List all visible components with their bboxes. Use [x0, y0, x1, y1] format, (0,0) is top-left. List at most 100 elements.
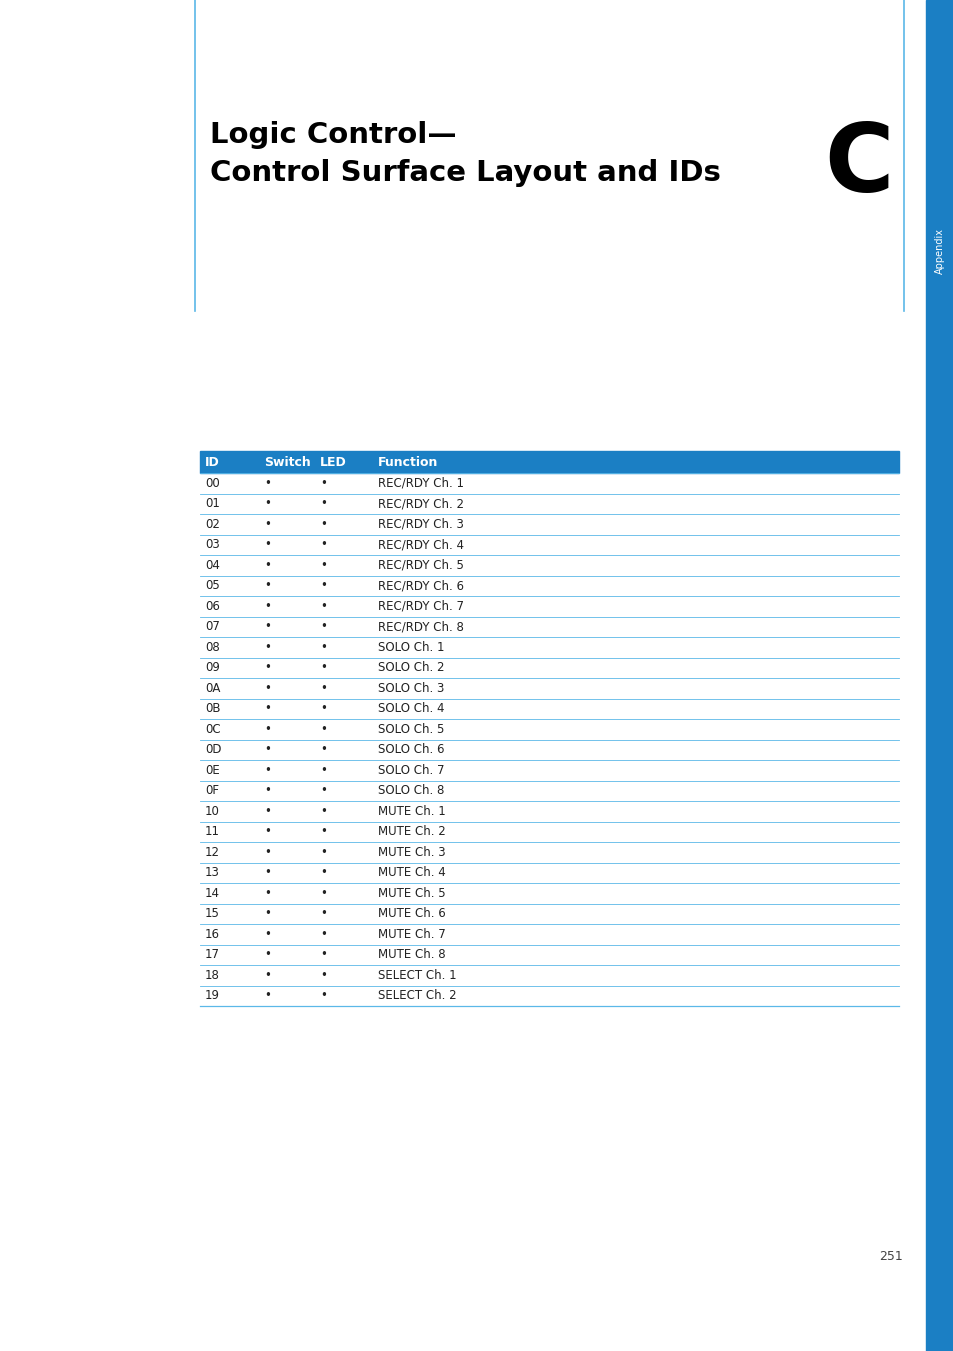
Text: 16: 16 — [205, 928, 220, 940]
Text: 04: 04 — [205, 559, 219, 571]
Text: •: • — [264, 477, 271, 490]
Text: •: • — [320, 784, 327, 797]
Text: MUTE Ch. 1: MUTE Ch. 1 — [378, 805, 446, 817]
Text: SOLO Ch. 6: SOLO Ch. 6 — [378, 743, 444, 757]
Text: 0D: 0D — [205, 743, 221, 757]
Text: SOLO Ch. 2: SOLO Ch. 2 — [378, 661, 444, 674]
Text: 14: 14 — [205, 886, 220, 900]
Text: •: • — [320, 743, 327, 757]
Text: 0F: 0F — [205, 784, 219, 797]
Text: •: • — [264, 825, 271, 838]
Text: 15: 15 — [205, 908, 219, 920]
Text: •: • — [264, 723, 271, 736]
Text: 02: 02 — [205, 517, 219, 531]
Text: REC/RDY Ch. 7: REC/RDY Ch. 7 — [378, 600, 464, 613]
Text: •: • — [320, 661, 327, 674]
Text: •: • — [320, 517, 327, 531]
Text: •: • — [264, 703, 271, 715]
Text: •: • — [320, 948, 327, 962]
Text: •: • — [264, 517, 271, 531]
Bar — [925, 0, 953, 1351]
Text: •: • — [320, 825, 327, 838]
Text: •: • — [320, 600, 327, 613]
Text: 0E: 0E — [205, 763, 219, 777]
Text: SOLO Ch. 8: SOLO Ch. 8 — [378, 784, 444, 797]
Text: •: • — [320, 580, 327, 592]
Text: •: • — [320, 846, 327, 859]
Text: Appendix: Appendix — [934, 228, 944, 274]
Text: MUTE Ch. 6: MUTE Ch. 6 — [378, 908, 446, 920]
Text: •: • — [264, 866, 271, 880]
Text: 251: 251 — [879, 1250, 902, 1262]
Text: •: • — [264, 846, 271, 859]
Text: REC/RDY Ch. 3: REC/RDY Ch. 3 — [378, 517, 464, 531]
Text: MUTE Ch. 3: MUTE Ch. 3 — [378, 846, 445, 859]
Text: REC/RDY Ch. 5: REC/RDY Ch. 5 — [378, 559, 464, 571]
Text: •: • — [320, 969, 327, 982]
Text: REC/RDY Ch. 2: REC/RDY Ch. 2 — [378, 497, 464, 511]
Text: •: • — [264, 580, 271, 592]
Text: 06: 06 — [205, 600, 219, 613]
Text: SOLO Ch. 3: SOLO Ch. 3 — [378, 682, 444, 694]
Text: •: • — [264, 886, 271, 900]
Text: Function: Function — [378, 455, 438, 469]
Text: •: • — [320, 866, 327, 880]
Text: •: • — [264, 948, 271, 962]
Text: •: • — [320, 908, 327, 920]
Text: MUTE Ch. 2: MUTE Ch. 2 — [378, 825, 446, 838]
Text: •: • — [264, 805, 271, 817]
Text: SOLO Ch. 1: SOLO Ch. 1 — [378, 640, 444, 654]
Text: 0A: 0A — [205, 682, 220, 694]
Text: •: • — [320, 805, 327, 817]
Text: 00: 00 — [205, 477, 219, 490]
Text: •: • — [320, 682, 327, 694]
Text: •: • — [320, 538, 327, 551]
Text: •: • — [264, 989, 271, 1002]
Text: •: • — [264, 538, 271, 551]
Text: REC/RDY Ch. 4: REC/RDY Ch. 4 — [378, 538, 464, 551]
Text: 17: 17 — [205, 948, 220, 962]
Text: 05: 05 — [205, 580, 219, 592]
Text: REC/RDY Ch. 1: REC/RDY Ch. 1 — [378, 477, 464, 490]
Text: •: • — [264, 969, 271, 982]
Text: •: • — [320, 989, 327, 1002]
Text: •: • — [264, 784, 271, 797]
Text: •: • — [264, 559, 271, 571]
Text: •: • — [264, 497, 271, 511]
Text: •: • — [264, 620, 271, 634]
Text: 12: 12 — [205, 846, 220, 859]
Text: •: • — [320, 928, 327, 940]
Text: •: • — [320, 723, 327, 736]
Text: SOLO Ch. 7: SOLO Ch. 7 — [378, 763, 444, 777]
Text: MUTE Ch. 7: MUTE Ch. 7 — [378, 928, 446, 940]
Text: SOLO Ch. 4: SOLO Ch. 4 — [378, 703, 444, 715]
Text: MUTE Ch. 4: MUTE Ch. 4 — [378, 866, 446, 880]
Text: 18: 18 — [205, 969, 219, 982]
Text: •: • — [320, 886, 327, 900]
Text: •: • — [320, 497, 327, 511]
Text: 01: 01 — [205, 497, 219, 511]
Text: 08: 08 — [205, 640, 219, 654]
Text: 11: 11 — [205, 825, 220, 838]
Text: •: • — [320, 763, 327, 777]
Text: •: • — [264, 928, 271, 940]
Text: •: • — [264, 682, 271, 694]
Text: 07: 07 — [205, 620, 219, 634]
Text: •: • — [264, 908, 271, 920]
Text: 10: 10 — [205, 805, 219, 817]
Text: 0B: 0B — [205, 703, 220, 715]
Text: •: • — [264, 600, 271, 613]
Text: REC/RDY Ch. 8: REC/RDY Ch. 8 — [378, 620, 464, 634]
Text: REC/RDY Ch. 6: REC/RDY Ch. 6 — [378, 580, 464, 592]
Text: Logic Control—: Logic Control— — [210, 122, 456, 149]
Text: •: • — [264, 640, 271, 654]
Text: •: • — [264, 763, 271, 777]
Text: Control Surface Layout and IDs: Control Surface Layout and IDs — [210, 159, 720, 186]
Text: •: • — [320, 559, 327, 571]
Text: SELECT Ch. 1: SELECT Ch. 1 — [378, 969, 456, 982]
Text: SELECT Ch. 2: SELECT Ch. 2 — [378, 989, 456, 1002]
Text: •: • — [264, 743, 271, 757]
Bar — [200, 451, 898, 473]
Text: ID: ID — [205, 455, 219, 469]
Text: MUTE Ch. 8: MUTE Ch. 8 — [378, 948, 445, 962]
